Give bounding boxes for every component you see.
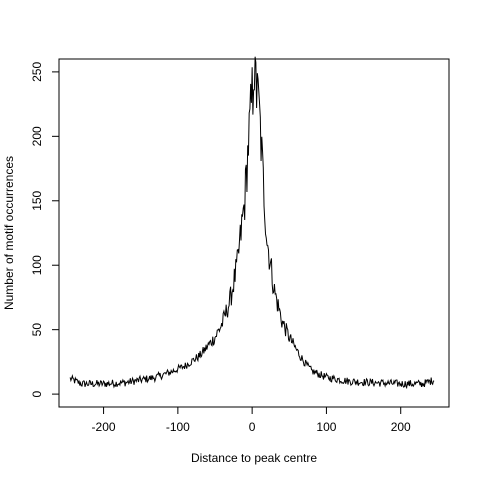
y-tick-label: 100 <box>30 255 44 275</box>
x-tick-label: 100 <box>316 420 336 434</box>
y-tick-label: 200 <box>30 126 44 146</box>
x-tick-label: 200 <box>391 420 411 434</box>
x-axis: -200 -100 0 100 200 <box>92 406 411 434</box>
y-tick-label: 0 <box>30 390 44 397</box>
plot-frame <box>58 58 450 408</box>
series-line <box>69 56 435 390</box>
x-tick-label: -200 <box>92 420 116 434</box>
y-axis: 0 50 100 150 200 250 <box>30 62 60 397</box>
y-axis-title: Number of motif occurrences <box>2 156 16 310</box>
y-tick-label: 150 <box>30 190 44 210</box>
x-tick-label: 0 <box>249 420 256 434</box>
y-tick-label: 50 <box>30 323 44 337</box>
x-axis-title: Distance to peak centre <box>191 451 317 465</box>
y-tick-label: 250 <box>30 62 44 82</box>
x-tick-label: -100 <box>166 420 190 434</box>
